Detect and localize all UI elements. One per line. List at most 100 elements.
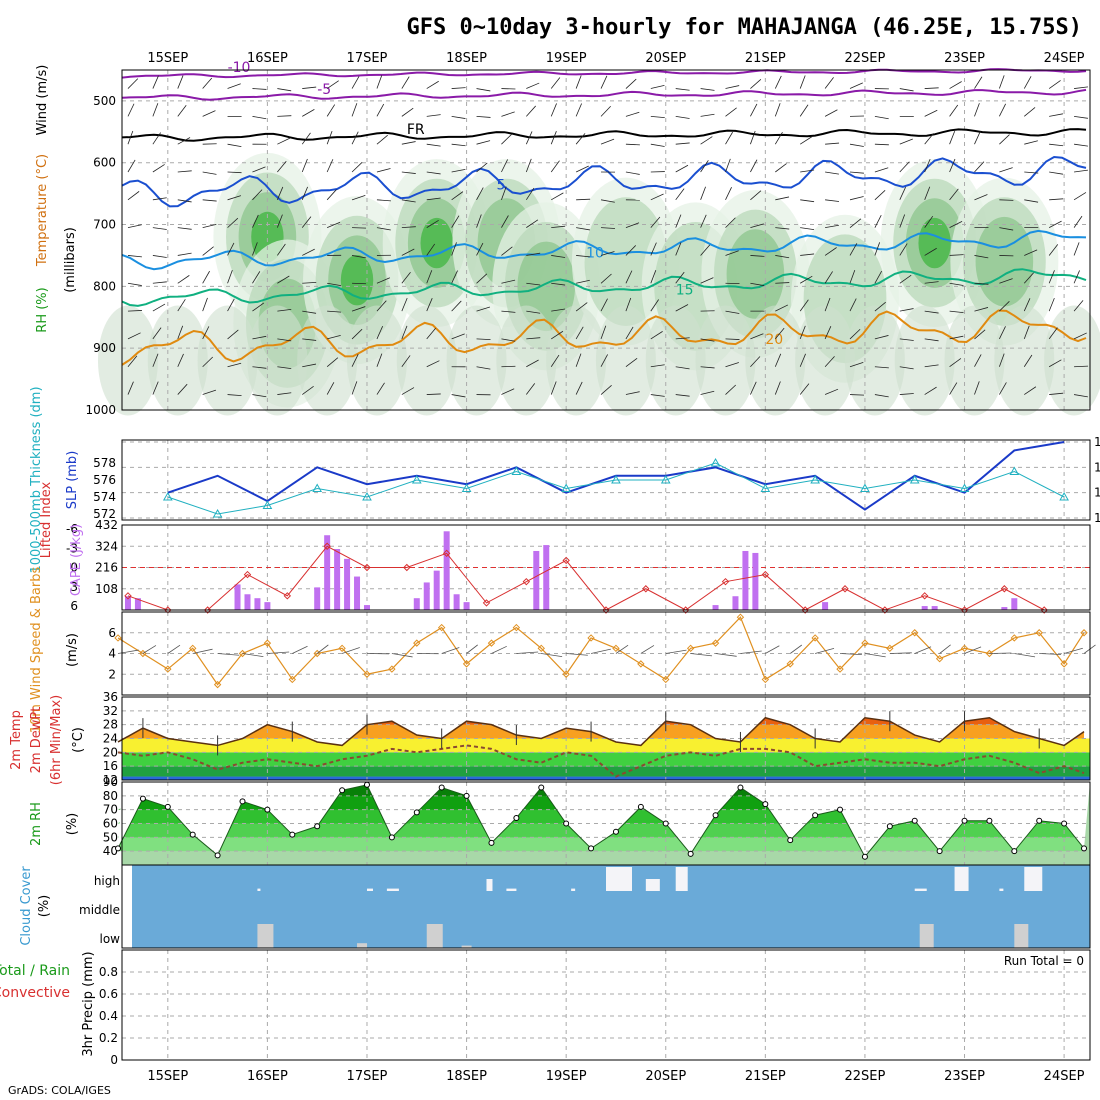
contour-label: 5 (496, 178, 505, 194)
wind-barb (525, 187, 535, 201)
li-marker (203, 606, 212, 614)
wind-barb (202, 223, 217, 229)
li-line (127, 545, 1045, 611)
wind-barb (700, 113, 715, 117)
wind-barb (800, 253, 815, 256)
wind-barb (974, 282, 989, 285)
wind-barb (924, 310, 939, 314)
wind-barb (800, 227, 815, 231)
rh-marker (861, 853, 868, 860)
wind-barb (152, 197, 167, 201)
cape-bar (334, 549, 341, 610)
rh-marker (463, 792, 470, 799)
rh-marker (538, 784, 545, 791)
wind-barb (501, 310, 516, 313)
cloud-high-bar (999, 888, 1004, 891)
wind-barb (227, 362, 242, 368)
cape-bar (712, 605, 719, 610)
wind-barb (874, 366, 889, 369)
temp2m-axis-label: 2m Temp (9, 710, 24, 770)
wind-barb (276, 186, 284, 200)
wind-barb-10m (267, 651, 290, 654)
wind-barb-10m (142, 645, 157, 654)
wind-barb-10m (541, 653, 563, 658)
wind-barb (650, 115, 665, 119)
wind-barb (700, 390, 715, 395)
temp-tick: 16 (103, 759, 118, 773)
cloud-high-bar (645, 879, 660, 891)
cape-bar (354, 576, 361, 610)
wind-barb (575, 381, 583, 395)
cloud-high-bar (366, 888, 373, 891)
wind-barb (799, 299, 809, 312)
wind-speed-marker (761, 675, 770, 684)
wind-barb (202, 110, 216, 117)
wind-barb (849, 171, 864, 174)
wind-barb (177, 137, 191, 145)
wind-barb-10m (167, 644, 181, 654)
wind-barb (924, 158, 931, 173)
cape-bar (423, 582, 430, 610)
rh-blob (726, 229, 785, 319)
rh-marker (1061, 820, 1068, 827)
wind-barb (202, 77, 213, 89)
rh-blob (420, 217, 453, 269)
date-label-bottom: 22SEP (845, 1069, 886, 1084)
cape-bar (433, 570, 440, 610)
rh-blob-low (247, 305, 308, 416)
wind-barb (501, 338, 516, 342)
wind-barb (725, 310, 740, 314)
rh-tick: 60 (103, 817, 118, 831)
wind-speed-marker (288, 675, 297, 684)
rh2m-unit-label: (%) (65, 813, 80, 836)
pressure-tick: 700 (93, 218, 116, 232)
wind-barb-10m (665, 649, 687, 654)
wind-speed-marker (612, 644, 620, 653)
thickness-marker (461, 483, 472, 492)
rh-blob (975, 216, 1034, 307)
rh-blob-low (197, 305, 258, 416)
wind-speed-marker (189, 644, 197, 653)
wind-barb-10m (615, 644, 629, 654)
wind-barb (999, 278, 1013, 284)
wind-barb-10m (989, 652, 1012, 654)
wind-barb (401, 387, 415, 395)
rh-marker (413, 809, 420, 816)
wind-barb (426, 360, 440, 368)
wind-barb (849, 328, 861, 340)
precip-frame (121, 949, 1091, 1061)
wind-barb (799, 136, 813, 145)
wind-barb (725, 362, 739, 368)
wind-speed-marker (960, 644, 969, 653)
wind-barb (775, 163, 787, 173)
rh-marker (712, 812, 719, 819)
date-label-top: 21SEP (745, 51, 786, 66)
wind-barb (326, 80, 339, 89)
wind-barb (725, 217, 736, 228)
wind-barb (675, 304, 689, 312)
wind-barb (127, 130, 134, 145)
wind-barb (974, 103, 980, 117)
wind-barb (999, 326, 1006, 340)
li-marker (363, 563, 371, 572)
wind-barb (526, 383, 536, 395)
wind-barb (476, 214, 482, 228)
wind-barb (277, 308, 292, 312)
wind-barb (675, 188, 685, 201)
wind-barb (351, 255, 366, 259)
wind-barb (600, 199, 615, 203)
wind-barb (127, 159, 136, 173)
thickness-marker (511, 466, 522, 475)
wind-barb-10m (341, 647, 360, 654)
wind-barb (476, 273, 488, 284)
wind-barb (576, 255, 591, 258)
wind-barb (1048, 80, 1061, 89)
wind-speed-marker (363, 670, 371, 678)
wind-barb (750, 190, 762, 201)
wind-barb (401, 272, 411, 284)
rh-marker (513, 814, 520, 821)
wind-barb (650, 216, 661, 228)
wind-barb (600, 105, 611, 117)
slp-tick: 1017 (1094, 460, 1100, 474)
